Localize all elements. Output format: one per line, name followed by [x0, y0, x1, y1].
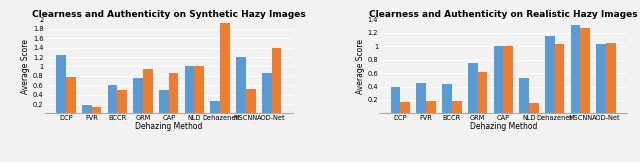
Bar — [211, 101, 220, 113]
Y-axis label: Average Score: Average Score — [21, 39, 30, 94]
Bar — [401, 102, 410, 113]
Bar — [580, 28, 590, 113]
Bar — [606, 43, 616, 113]
Bar — [56, 55, 66, 113]
Bar — [236, 57, 246, 113]
Legend: Clearness, Authenticity: Clearness, Authenticity — [111, 160, 227, 162]
Bar — [390, 87, 401, 113]
X-axis label: Dehazing Method: Dehazing Method — [135, 122, 202, 131]
Bar — [195, 66, 204, 113]
Bar — [246, 89, 255, 113]
Bar — [477, 72, 487, 113]
Bar — [108, 85, 117, 113]
Bar — [82, 105, 92, 113]
Bar — [503, 46, 513, 113]
Bar — [143, 69, 153, 113]
Y-axis label: Average Score: Average Score — [356, 39, 365, 94]
Bar — [519, 78, 529, 113]
Bar — [571, 25, 580, 113]
Bar — [169, 73, 179, 113]
Bar — [493, 46, 503, 113]
X-axis label: Dehazing Method: Dehazing Method — [470, 122, 537, 131]
Bar — [555, 44, 564, 113]
Bar — [133, 78, 143, 113]
Bar — [66, 77, 76, 113]
Bar — [452, 101, 461, 113]
Bar — [596, 44, 606, 113]
Title: Clearness and Authenticity on Synthetic Hazy Images: Clearness and Authenticity on Synthetic … — [32, 10, 305, 19]
Bar — [417, 83, 426, 113]
Bar — [468, 63, 477, 113]
Bar — [442, 84, 452, 113]
Bar — [426, 101, 436, 113]
Bar — [185, 66, 195, 113]
Bar — [92, 107, 101, 113]
Bar — [271, 48, 282, 113]
Bar — [159, 90, 169, 113]
Bar — [220, 23, 230, 113]
Legend: Clearness, Authenticity: Clearness, Authenticity — [445, 160, 561, 162]
Bar — [117, 90, 127, 113]
Bar — [262, 73, 271, 113]
Title: Clearness and Authenticity on Realistic Hazy Images: Clearness and Authenticity on Realistic … — [369, 10, 637, 19]
Bar — [529, 103, 539, 113]
Bar — [545, 36, 555, 113]
